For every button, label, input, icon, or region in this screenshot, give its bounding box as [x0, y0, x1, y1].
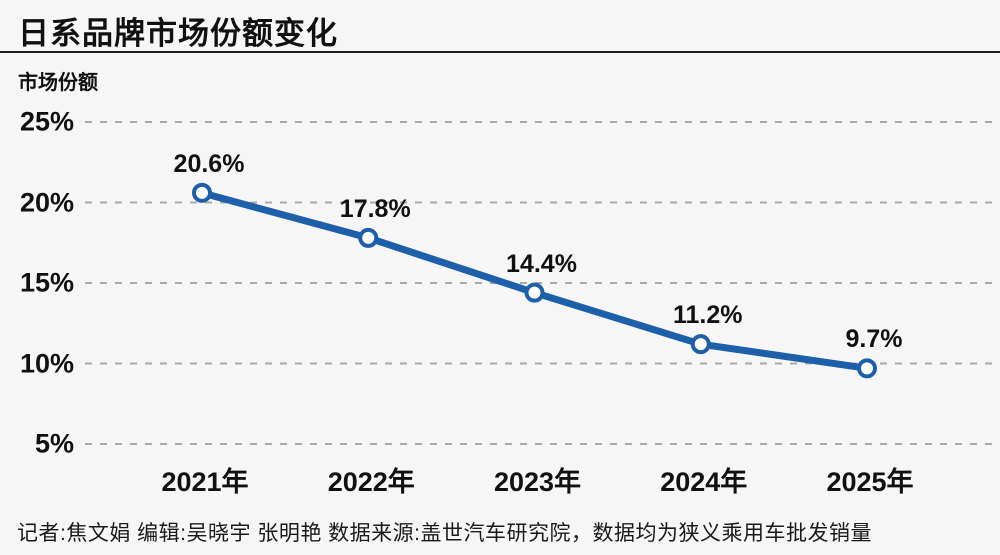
x-tick-label: 2024年 [660, 467, 748, 497]
data-point-marker-2022年 [358, 227, 379, 248]
data-point-marker-2024年 [690, 334, 711, 355]
y-tick-label: 25% [19, 106, 74, 137]
y-tick-label: 5% [34, 428, 74, 459]
x-tick-label: 2021年 [161, 467, 249, 497]
data-point-marker-2021年 [192, 182, 212, 203]
page-title: 日系品牌市场份额变化 [18, 16, 338, 51]
series-line [198, 189, 871, 372]
y-tick-label: 20% [19, 187, 74, 217]
title-divider [0, 51, 1000, 53]
y-tick-label: 15% [19, 267, 74, 298]
data-point-value-label: 20.6% [173, 149, 245, 178]
footer-credits: 记者:焦文娟 编辑:吴晓宇 张明艳 数据来源:盖世汽车研究院，数据均为狭义乘用车… [17, 522, 873, 545]
data-point-value-label: 9.7% [845, 325, 903, 354]
data-point-value-label: 14.4% [506, 249, 577, 278]
x-tick-label: 2022年 [327, 467, 415, 497]
data-point-value-label: 17.8% [339, 194, 411, 223]
y-tick-label: 10% [19, 348, 74, 378]
x-tick-label: 2025年 [826, 467, 914, 497]
y-axis-title: 市场份额 [18, 72, 98, 94]
data-point-marker-2023年 [524, 282, 545, 303]
data-point-marker-2025年 [857, 358, 877, 379]
data-point-value-label: 11.2% [672, 301, 743, 330]
x-tick-label: 2023年 [493, 467, 582, 497]
